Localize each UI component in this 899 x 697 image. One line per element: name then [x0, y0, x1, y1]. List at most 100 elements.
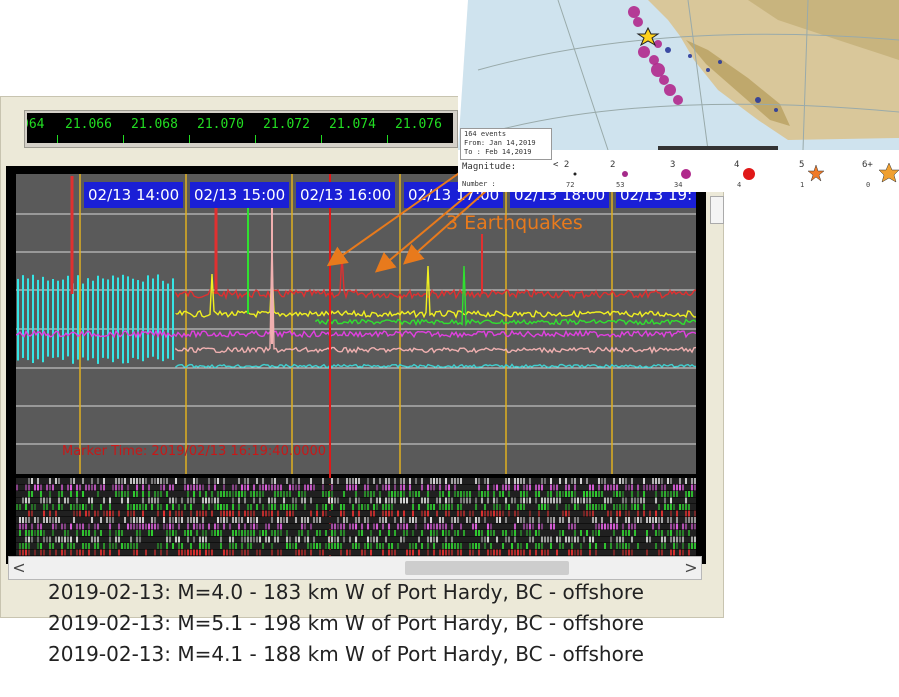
strip-tick [679, 530, 681, 536]
strip-tick [550, 543, 552, 549]
strip-tick [28, 530, 30, 536]
trace-yellow [175, 265, 696, 319]
strip-tick [520, 530, 522, 536]
strip-tick [100, 517, 102, 523]
strip-tick [241, 549, 243, 556]
strip-tick [292, 484, 294, 491]
scroll-left-button[interactable]: < [12, 558, 26, 577]
strip-tick [277, 549, 279, 556]
strip-tick [382, 484, 384, 491]
scroll-right-button[interactable]: > [684, 558, 698, 577]
strip-tick [25, 549, 27, 556]
strip-tick [361, 523, 363, 530]
vertical-scrollbar-stub[interactable] [710, 196, 724, 224]
strip-tick [619, 543, 621, 549]
strip-tick [298, 549, 300, 556]
strip-tick [76, 510, 78, 517]
strip-tick [403, 484, 405, 491]
strip-tick [310, 497, 312, 504]
strip-tick [550, 484, 552, 491]
strip-tick [343, 523, 345, 530]
strip-tick [679, 536, 681, 543]
strip-tick [436, 497, 438, 504]
strip-tick [463, 510, 465, 517]
strip-tick [67, 543, 69, 549]
strip-tick [508, 491, 510, 497]
strip-tick [631, 504, 633, 510]
strip-tick [529, 523, 531, 530]
strip-tick [322, 484, 324, 491]
strip-tick [94, 536, 96, 543]
strip-tick [682, 484, 684, 491]
strip-tick [670, 510, 672, 517]
strip-tick [451, 523, 453, 530]
strip-tick [241, 484, 243, 491]
strip-tick [544, 497, 546, 504]
strip-tick [70, 523, 72, 530]
horizontal-scrollbar[interactable]: < > [8, 556, 702, 580]
strip-tick [388, 484, 390, 491]
strip-tick [604, 497, 606, 504]
strip-tick [76, 530, 78, 536]
strip-tick [205, 530, 207, 536]
strip-tick [661, 510, 663, 517]
strip-tick [292, 510, 294, 517]
strip-tick [439, 491, 441, 497]
strip-tick [31, 491, 33, 497]
strip-tick [379, 517, 381, 523]
strip-tick [169, 484, 171, 491]
strip-tick [82, 549, 84, 556]
strip-tick [559, 491, 561, 497]
strip-tick [496, 510, 498, 517]
strip-tick [493, 510, 495, 517]
strip-tick [352, 478, 354, 484]
scrollbar-thumb[interactable] [405, 561, 569, 575]
strip-tick [619, 510, 621, 517]
strip-tick [139, 517, 141, 523]
strip-tick [589, 543, 591, 549]
timeline-ruler[interactable]: 064 21.066 21.068 21.070 21.072 21.074 2… [27, 113, 453, 143]
strip-tick [169, 523, 171, 530]
strip-tick [58, 491, 60, 497]
earthquake-map[interactable] [458, 0, 899, 192]
strip-tick [439, 497, 441, 504]
strip-tick [88, 530, 90, 536]
strip-tick [337, 517, 339, 523]
strip-tick [238, 504, 240, 510]
strip-tick [172, 504, 174, 510]
strip-tick [241, 517, 243, 523]
strip-tick [562, 517, 564, 523]
strip-tick [226, 491, 228, 497]
strip-tick [124, 478, 126, 484]
strip-tick [235, 543, 237, 549]
strip-tick [91, 504, 93, 510]
strip-tick [532, 523, 534, 530]
strip-tick [169, 517, 171, 523]
strip-tick [232, 504, 234, 510]
strip-tick [220, 543, 222, 549]
strip-tick [40, 484, 42, 491]
strip-tick [286, 478, 288, 484]
magnitude-count: 1 [800, 181, 805, 189]
strip-tick [523, 523, 525, 530]
strip-tick [154, 517, 156, 523]
strip-tick [22, 497, 24, 504]
strip-tick [217, 497, 219, 504]
magnitude-value: 2 [610, 160, 616, 170]
strip-tick [55, 549, 57, 556]
strip-tick [82, 478, 84, 484]
strip-tick [604, 543, 606, 549]
seismogram-plot[interactable] [16, 174, 696, 556]
strip-tick [40, 497, 42, 504]
strip-tick [637, 491, 639, 497]
strip-tick [484, 504, 486, 510]
strip-tick [574, 530, 576, 536]
strip-tick [103, 497, 105, 504]
strip-tick [388, 523, 390, 530]
strip-tick [271, 517, 273, 523]
strip-tick [217, 504, 219, 510]
strip-tick [616, 517, 618, 523]
strip-tick [586, 530, 588, 536]
strip-tick [553, 523, 555, 530]
strip-tick [439, 517, 441, 523]
